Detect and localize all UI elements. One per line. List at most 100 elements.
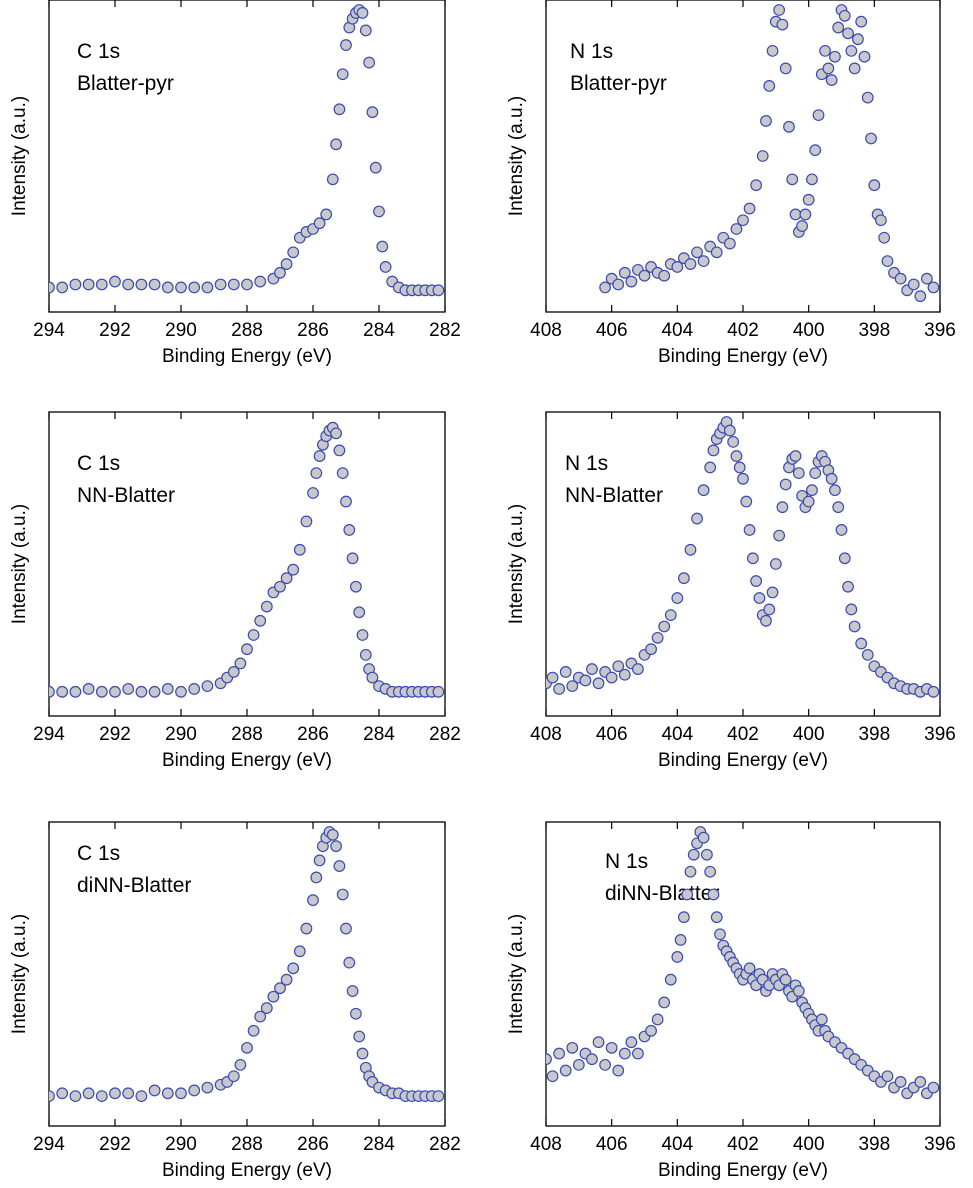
data-point xyxy=(760,614,772,627)
data-point xyxy=(645,1024,657,1037)
chart-panel-n1s-nn-blatter: 408 406 404 402 400 398 396 Binding Energy (eV)… xyxy=(506,411,956,771)
data-point xyxy=(82,278,95,291)
data-point xyxy=(300,515,313,528)
x-tick-label: 290 xyxy=(165,320,197,341)
data-point xyxy=(95,278,108,291)
x-axis-label: Binding Energy (eV) xyxy=(162,750,332,771)
data-point xyxy=(346,985,359,997)
data-point xyxy=(881,255,894,268)
data-point xyxy=(56,281,69,294)
x-tick-label: 292 xyxy=(99,724,131,745)
data-point xyxy=(750,179,763,192)
x-tick-label: 396 xyxy=(924,1134,956,1155)
data-point xyxy=(280,258,293,270)
data-point xyxy=(56,685,69,698)
x-axis-label: Binding Energy (eV) xyxy=(658,750,828,771)
data-point xyxy=(625,275,638,288)
x-tick-label: 286 xyxy=(297,724,329,745)
data-point xyxy=(356,7,369,19)
data-point xyxy=(366,671,379,684)
data-point xyxy=(326,173,339,186)
data-point xyxy=(346,552,359,565)
data-point xyxy=(307,487,319,499)
data-point xyxy=(789,450,802,462)
data-point xyxy=(122,278,135,291)
data-point xyxy=(848,620,861,633)
data-point xyxy=(678,572,690,585)
data-point xyxy=(914,1076,927,1088)
data-point xyxy=(313,854,326,867)
data-point xyxy=(612,278,625,291)
data-point xyxy=(363,56,376,69)
data-point xyxy=(737,472,749,485)
data-point xyxy=(260,1002,273,1014)
data-point xyxy=(651,1013,664,1026)
data-point xyxy=(789,208,802,221)
data-point xyxy=(326,828,339,841)
data-point xyxy=(829,484,841,497)
data-point xyxy=(376,240,389,253)
data-point xyxy=(825,472,838,485)
data-point xyxy=(776,501,789,514)
data-point xyxy=(806,173,818,186)
data-point xyxy=(658,996,671,1009)
data-point xyxy=(779,478,792,491)
data-point xyxy=(796,220,808,232)
data-point xyxy=(579,674,592,687)
data-point xyxy=(336,467,349,480)
data-point xyxy=(743,202,756,215)
data-points xyxy=(49,4,445,297)
data-point xyxy=(638,269,651,282)
x-tick-label: 406 xyxy=(596,724,628,745)
data-point xyxy=(586,1053,598,1066)
data-point xyxy=(678,911,690,924)
data-point xyxy=(274,580,286,593)
data-point xyxy=(881,1070,894,1083)
data-point xyxy=(333,103,346,116)
data-point xyxy=(658,269,671,282)
data-point xyxy=(855,637,868,650)
data-point xyxy=(845,603,858,616)
chart-panel-c1s-dinn-blatter: 294 292 290 288 286 284 282 Binding Energy (eV)… xyxy=(9,821,461,1181)
x-tick-label: 398 xyxy=(858,724,890,745)
y-axis-label: Intensity (a.u.) xyxy=(506,96,527,216)
data-point xyxy=(340,495,352,508)
data-point xyxy=(733,461,746,474)
x-tick-label: 282 xyxy=(429,724,461,745)
x-tick-label: 408 xyxy=(530,724,562,745)
data-point xyxy=(95,1090,108,1103)
panel-label-line: C 1s xyxy=(77,40,120,63)
data-point xyxy=(799,208,812,221)
data-point xyxy=(343,956,356,969)
data-point xyxy=(369,161,382,174)
data-point xyxy=(927,1081,940,1094)
data-point xyxy=(300,922,313,935)
x-tick-label: 398 xyxy=(858,320,890,341)
data-point xyxy=(704,461,717,474)
data-point xyxy=(707,444,720,457)
data-point xyxy=(356,629,369,641)
data-point xyxy=(809,467,822,480)
data-point xyxy=(241,1041,253,1054)
data-point xyxy=(920,272,933,285)
x-tick-label: 282 xyxy=(429,320,461,341)
data-point xyxy=(861,648,874,661)
data-point xyxy=(848,62,861,75)
data-point xyxy=(566,1041,579,1054)
data-point xyxy=(359,24,372,37)
data-point xyxy=(432,1090,445,1103)
data-point xyxy=(723,424,736,437)
x-tick-label: 408 xyxy=(530,1134,562,1155)
data-point xyxy=(927,281,940,294)
data-point xyxy=(773,529,786,542)
chart-panel-c1s-blatter-pyr: 294 292 290 288 286 284 282 Binding Energy (eV)… xyxy=(9,0,461,367)
data-point xyxy=(310,467,323,480)
data-point xyxy=(343,524,356,536)
x-tick-label: 406 xyxy=(596,1134,628,1155)
data-point xyxy=(175,685,187,698)
data-point xyxy=(865,132,877,145)
x-tick-label: 288 xyxy=(231,1134,263,1155)
data-point xyxy=(740,495,753,508)
panel-label-line: diNN-Blatter xyxy=(77,874,191,897)
data-point xyxy=(697,831,710,844)
